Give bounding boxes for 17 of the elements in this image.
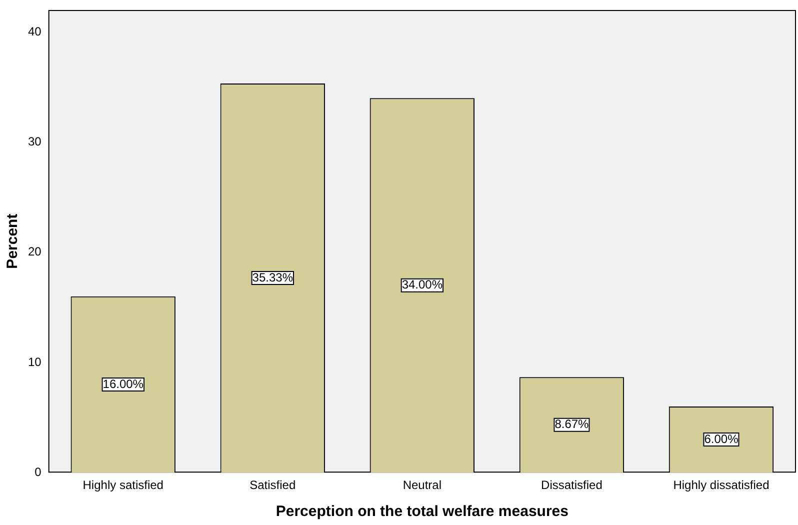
x-tick-label: Neutral bbox=[402, 478, 442, 492]
x-tick-label: Satisfied bbox=[250, 478, 296, 492]
x-axis-title: Perception on the total welfare measures bbox=[276, 503, 568, 520]
x-tick-label: Highly satisfied bbox=[82, 478, 164, 492]
data-label: 16.00% bbox=[102, 376, 144, 391]
x-tick-label: Highly dissatisfied bbox=[673, 478, 770, 492]
y-tick-label: 10 bbox=[28, 354, 42, 369]
y-tick-label: 30 bbox=[28, 134, 42, 148]
data-label: 6.00% bbox=[704, 432, 739, 446]
data-label: 34.00% bbox=[402, 278, 443, 292]
y-tick-label: 40 bbox=[28, 24, 42, 38]
data-label: 8.67% bbox=[554, 417, 590, 432]
y-tick-label: 20 bbox=[28, 244, 42, 259]
data-label: 35.33% bbox=[252, 270, 294, 284]
y-axis-title: Percent bbox=[4, 214, 22, 269]
x-tick-label: Dissatisfied bbox=[541, 478, 602, 492]
y-tick-label: 0 bbox=[34, 464, 42, 479]
